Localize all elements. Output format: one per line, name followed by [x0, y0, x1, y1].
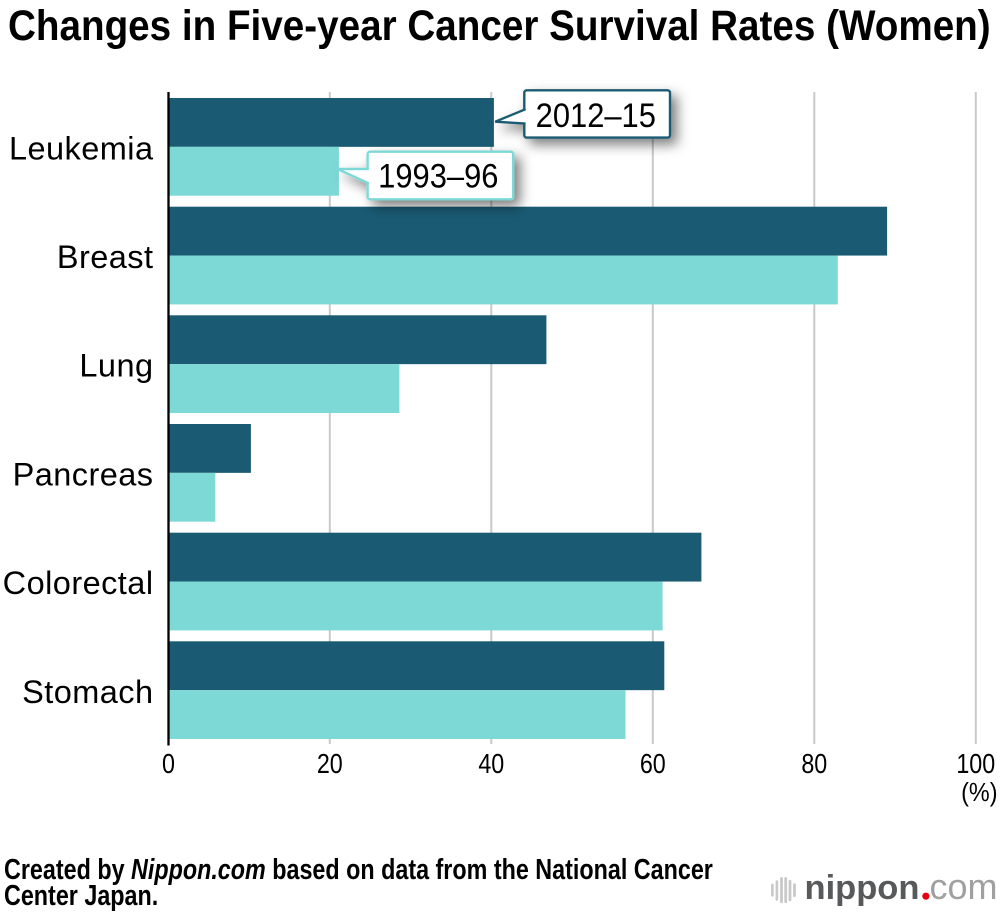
svg-text:Breast: Breast [57, 239, 154, 275]
svg-text:40: 40 [478, 749, 504, 779]
svg-text:Leukemia: Leukemia [9, 130, 154, 166]
svg-text:nippon: nippon [805, 869, 920, 907]
svg-text:2012–15: 2012–15 [536, 95, 656, 134]
svg-text:Center Japan.: Center Japan. [4, 879, 158, 912]
svg-text:(%): (%) [961, 779, 997, 807]
svg-text:0: 0 [162, 749, 175, 779]
svg-text:Pancreas: Pancreas [13, 456, 154, 492]
svg-text:20: 20 [317, 749, 343, 779]
svg-text:60: 60 [640, 749, 666, 779]
svg-text:Lung: Lung [79, 348, 153, 384]
svg-text:1993–96: 1993–96 [378, 156, 498, 195]
svg-text:80: 80 [801, 749, 827, 779]
svg-text:100: 100 [956, 749, 995, 779]
svg-text:Colorectal: Colorectal [3, 565, 154, 601]
svg-text:Changes in Five-year Cancer Su: Changes in Five-year Cancer Survival Rat… [8, 1, 991, 49]
svg-text:com: com [930, 866, 998, 907]
svg-text:Created by Nippon.com based on: Created by Nippon.com based on data from… [4, 853, 713, 886]
svg-text:Stomach: Stomach [22, 674, 153, 710]
